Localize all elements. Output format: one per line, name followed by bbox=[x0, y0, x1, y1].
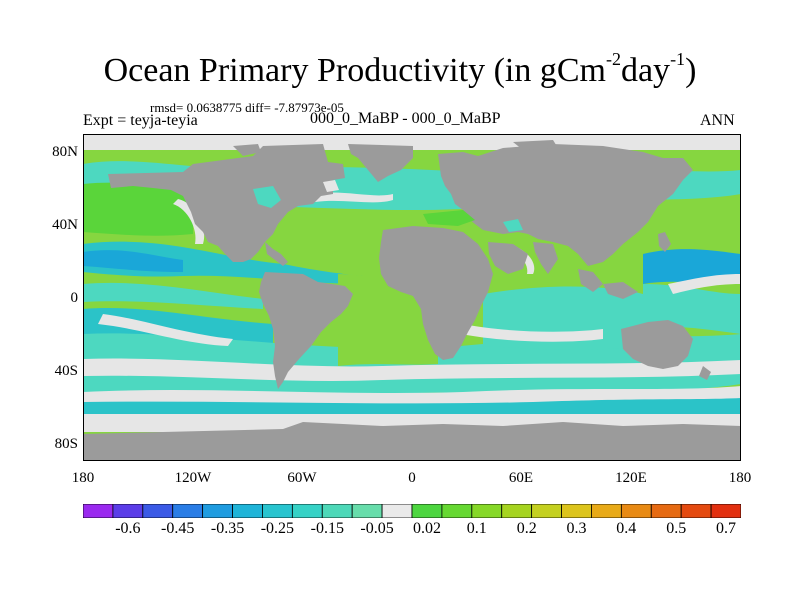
hudson-bay bbox=[253, 186, 281, 208]
colorbar-box bbox=[650, 504, 682, 518]
y-tick-label: 40N bbox=[52, 217, 78, 233]
caspian bbox=[503, 219, 523, 232]
x-tick-label: 180 bbox=[71, 470, 95, 486]
colorbar-box bbox=[321, 504, 353, 518]
colorbar-box bbox=[441, 504, 473, 518]
colorbar-tick-label: 0.2 bbox=[516, 520, 537, 537]
y-tick-label: 80S bbox=[54, 436, 78, 452]
colorbar-box bbox=[591, 504, 622, 518]
colorbar-tick-label: 0.3 bbox=[566, 520, 587, 537]
colorbar-box bbox=[291, 504, 323, 518]
colorbar-box bbox=[172, 504, 204, 518]
colorbar-box bbox=[710, 504, 741, 518]
map-title: Ocean Primary Productivity (in gCm-2day-… bbox=[103, 48, 697, 89]
y-tick-label: 40S bbox=[54, 363, 78, 379]
x-tick-label: 120W bbox=[174, 470, 212, 486]
x-tick-label: 60E bbox=[508, 470, 534, 486]
colorbar bbox=[83, 504, 741, 518]
colorbar-box bbox=[381, 504, 413, 518]
colorbar-box bbox=[620, 504, 652, 518]
stats-text: rmsd= 0.0638775 diff= -7.87973e-05 bbox=[150, 100, 344, 115]
colorbar-box bbox=[142, 504, 174, 518]
colorbar-tick-label: -0.35 bbox=[210, 520, 245, 537]
plot-frame bbox=[83, 134, 741, 461]
colorbar-box bbox=[202, 504, 233, 518]
colorbar-box bbox=[501, 504, 533, 518]
map-plot bbox=[83, 134, 741, 461]
colorbar-tick-label: 0.02 bbox=[413, 520, 441, 537]
colorbar-box bbox=[561, 504, 592, 518]
colorbar-tick-label: -0.05 bbox=[360, 520, 394, 537]
colorbar-tick-label: 0.4 bbox=[616, 520, 637, 537]
colorbar-box bbox=[351, 504, 383, 518]
colorbar-box bbox=[112, 504, 144, 518]
colorbar-box bbox=[531, 504, 562, 518]
x-tick-label: 60W bbox=[287, 470, 317, 486]
season-label: ANN bbox=[700, 112, 735, 129]
land bbox=[83, 140, 741, 461]
y-tick-label: 0 bbox=[70, 290, 79, 306]
colorbar-box bbox=[232, 504, 263, 518]
case-label: 000_0_MaBP - 000_0_MaBP bbox=[310, 110, 501, 127]
colorbar-tick-label: 0.1 bbox=[466, 520, 487, 537]
colorbar-tick-label: 0.5 bbox=[666, 520, 687, 537]
colorbar-tick-label: -0.6 bbox=[115, 520, 141, 537]
colorbar-box bbox=[262, 504, 293, 518]
colorbar-tick-label: 0.7 bbox=[716, 520, 736, 537]
colorbar-tick-label: -0.45 bbox=[161, 520, 195, 537]
colorbar-box bbox=[680, 504, 712, 518]
colorbar-box bbox=[83, 504, 114, 518]
colorbar-tick-label: -0.15 bbox=[310, 520, 344, 537]
mediterranean bbox=[423, 210, 475, 226]
x-tick-label: 180 bbox=[728, 470, 752, 486]
x-tick-label: 0 bbox=[408, 470, 416, 486]
experiment-label: Expt = teyja-teyia bbox=[83, 112, 198, 129]
y-tick-label: 80N bbox=[52, 144, 78, 160]
x-tick-label: 120E bbox=[615, 470, 647, 486]
colorbar-box bbox=[411, 504, 443, 518]
colorbar-box bbox=[471, 504, 503, 518]
colorbar-tick-label: -0.25 bbox=[260, 520, 295, 537]
inland-sea bbox=[323, 180, 339, 192]
